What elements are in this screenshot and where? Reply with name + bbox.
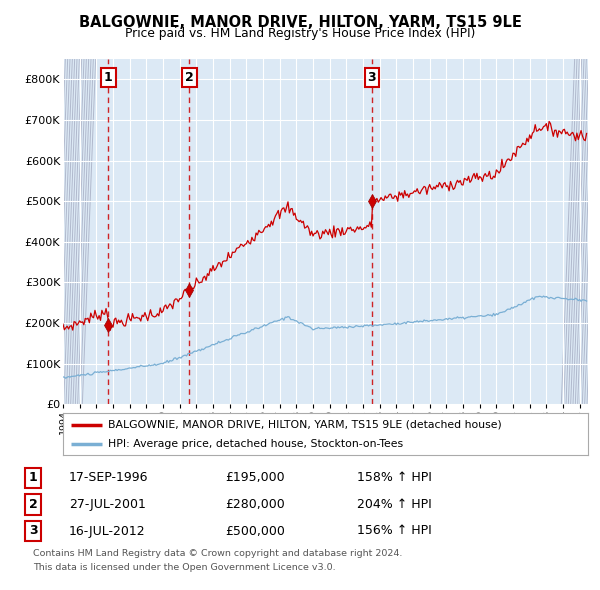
Text: 156% ↑ HPI: 156% ↑ HPI — [357, 525, 432, 537]
Text: 2: 2 — [29, 498, 37, 511]
Text: Price paid vs. HM Land Registry's House Price Index (HPI): Price paid vs. HM Land Registry's House … — [125, 27, 475, 40]
Text: 3: 3 — [29, 525, 37, 537]
Text: £195,000: £195,000 — [225, 471, 284, 484]
Text: 16-JUL-2012: 16-JUL-2012 — [69, 525, 146, 537]
Text: 3: 3 — [368, 71, 376, 84]
Text: 1: 1 — [29, 471, 37, 484]
Text: 158% ↑ HPI: 158% ↑ HPI — [357, 471, 432, 484]
Text: 27-JUL-2001: 27-JUL-2001 — [69, 498, 146, 511]
Text: 204% ↑ HPI: 204% ↑ HPI — [357, 498, 432, 511]
Text: BALGOWNIE, MANOR DRIVE, HILTON, YARM, TS15 9LE (detached house): BALGOWNIE, MANOR DRIVE, HILTON, YARM, TS… — [107, 420, 502, 430]
Text: 1: 1 — [104, 71, 113, 84]
Text: BALGOWNIE, MANOR DRIVE, HILTON, YARM, TS15 9LE: BALGOWNIE, MANOR DRIVE, HILTON, YARM, TS… — [79, 15, 521, 30]
Text: £500,000: £500,000 — [225, 525, 285, 537]
Text: 17-SEP-1996: 17-SEP-1996 — [69, 471, 149, 484]
Text: 2: 2 — [185, 71, 194, 84]
Text: Contains HM Land Registry data © Crown copyright and database right 2024.: Contains HM Land Registry data © Crown c… — [33, 549, 403, 558]
Text: This data is licensed under the Open Government Licence v3.0.: This data is licensed under the Open Gov… — [33, 563, 335, 572]
Text: HPI: Average price, detached house, Stockton-on-Tees: HPI: Average price, detached house, Stoc… — [107, 438, 403, 448]
Text: £280,000: £280,000 — [225, 498, 285, 511]
